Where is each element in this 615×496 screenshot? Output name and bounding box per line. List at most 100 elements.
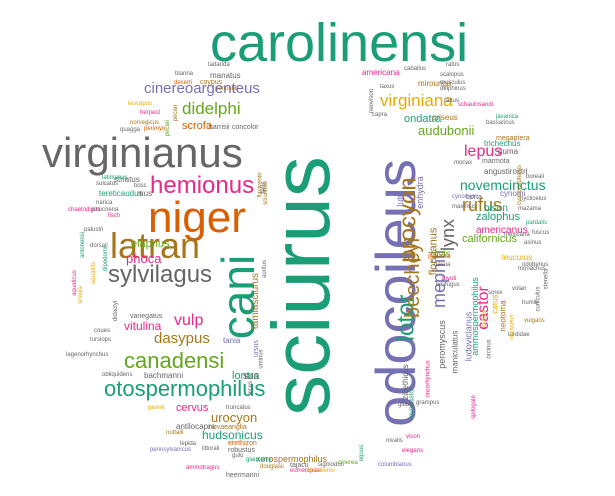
word: heermanni bbox=[226, 472, 260, 479]
word: pardalis bbox=[526, 220, 548, 226]
word: delphinus bbox=[440, 86, 466, 92]
word: vulgaris bbox=[524, 318, 545, 324]
word: bassaricus bbox=[486, 120, 515, 126]
word: cyanocephalus bbox=[517, 164, 524, 206]
word: nuttalli bbox=[166, 430, 184, 436]
word: olivaceus bbox=[509, 314, 516, 340]
word: canadensi bbox=[124, 348, 225, 373]
word: sirenia bbox=[77, 286, 84, 304]
word: rufus bbox=[462, 195, 503, 215]
word: caballus bbox=[404, 66, 427, 72]
word: americana bbox=[362, 68, 400, 77]
word: stenella bbox=[543, 268, 550, 290]
word: manatus bbox=[210, 71, 241, 80]
word: borta bbox=[466, 194, 482, 201]
word: erethizon bbox=[228, 440, 257, 447]
word: peromyscus bbox=[436, 320, 447, 369]
word: puma bbox=[498, 147, 519, 156]
word: auritus bbox=[262, 259, 269, 279]
word: capra bbox=[372, 112, 388, 118]
word: grampus bbox=[416, 400, 440, 406]
word: neovison bbox=[369, 88, 376, 114]
word: tajacu bbox=[290, 462, 309, 469]
word: antonensi bbox=[80, 231, 87, 259]
word: zalophus bbox=[476, 211, 521, 223]
word: lepus bbox=[464, 143, 503, 160]
word: beecheyi bbox=[402, 237, 425, 319]
word: norvegicus bbox=[130, 120, 160, 126]
word: pecan bbox=[173, 104, 180, 122]
word: phocoena bbox=[92, 207, 119, 213]
word: bachmanni bbox=[144, 371, 184, 380]
word: pennsylvanicus bbox=[150, 447, 192, 453]
word: gibbsi bbox=[398, 402, 414, 408]
word: maximus bbox=[452, 204, 477, 210]
word: lutr bbox=[394, 194, 405, 207]
word: xerospermophilus bbox=[256, 454, 328, 464]
word: vitulina bbox=[124, 319, 162, 333]
word: palustri bbox=[84, 227, 104, 233]
word: ovis bbox=[433, 249, 451, 260]
word: nasua bbox=[434, 262, 451, 268]
word: ammospermophilus bbox=[469, 277, 480, 356]
word: odobenus bbox=[522, 262, 549, 268]
word: tania bbox=[223, 336, 241, 345]
word: brasiliensi bbox=[308, 468, 335, 474]
word: ondatra bbox=[404, 113, 442, 125]
word: perimyo bbox=[144, 126, 166, 132]
word: bosc bbox=[134, 183, 147, 189]
word: megaptera bbox=[496, 135, 530, 142]
word: lagenorhynchus bbox=[66, 352, 109, 358]
word: didelphi bbox=[182, 99, 241, 118]
word: latran bbox=[110, 225, 201, 266]
word: carolinensi bbox=[210, 13, 469, 73]
word: turdidae bbox=[508, 332, 530, 338]
word: oncorhynchus bbox=[425, 360, 432, 398]
word: phoca bbox=[126, 251, 162, 266]
word: tamias bbox=[481, 310, 488, 328]
word: eumetopias bbox=[290, 468, 322, 474]
word: herpest bbox=[140, 110, 161, 116]
word: cuniculus bbox=[535, 286, 542, 312]
word: monax bbox=[454, 160, 473, 166]
word: douglasii bbox=[260, 464, 284, 470]
word: sulcatus bbox=[96, 181, 119, 187]
word: elaphus bbox=[131, 238, 170, 250]
word: variegatus bbox=[130, 313, 163, 320]
word: lontra bbox=[232, 370, 260, 382]
word: mirounga bbox=[418, 79, 452, 88]
word: urocyon bbox=[211, 410, 258, 425]
word: taxus bbox=[380, 84, 395, 90]
word: fuscus bbox=[532, 230, 550, 236]
word: rattus bbox=[444, 98, 460, 104]
word: sciurinus bbox=[262, 181, 269, 205]
word: pennanti bbox=[215, 86, 239, 92]
word: harrisii bbox=[209, 124, 230, 131]
word: lucifugus bbox=[436, 282, 460, 288]
word: mexicana bbox=[504, 232, 530, 238]
word: sigmodon bbox=[318, 462, 345, 468]
word: ratus bbox=[446, 62, 460, 68]
word: robustus bbox=[228, 447, 255, 454]
word: americanus bbox=[476, 225, 528, 236]
word: pecari bbox=[165, 119, 172, 137]
word: trichechus bbox=[484, 139, 521, 148]
word: ursinus bbox=[258, 349, 265, 369]
word: neotoma bbox=[498, 300, 508, 332]
word: concolor bbox=[232, 124, 259, 131]
word: lepida bbox=[180, 441, 197, 447]
word: coypus bbox=[200, 79, 223, 86]
word: columbianus bbox=[378, 462, 412, 468]
word: novemcinctus bbox=[460, 177, 546, 193]
word: angustirostri bbox=[484, 167, 528, 176]
word: aquaticus bbox=[71, 270, 78, 296]
word: humili bbox=[522, 300, 538, 306]
word: didactyl bbox=[113, 300, 120, 322]
word: javanica bbox=[496, 114, 519, 120]
word: volan bbox=[512, 286, 527, 292]
word: otospermophilus bbox=[104, 376, 266, 401]
word: tadarida bbox=[208, 62, 230, 68]
word: scrofa bbox=[182, 120, 212, 132]
word: geomi bbox=[148, 405, 165, 411]
word: coues bbox=[94, 328, 111, 334]
